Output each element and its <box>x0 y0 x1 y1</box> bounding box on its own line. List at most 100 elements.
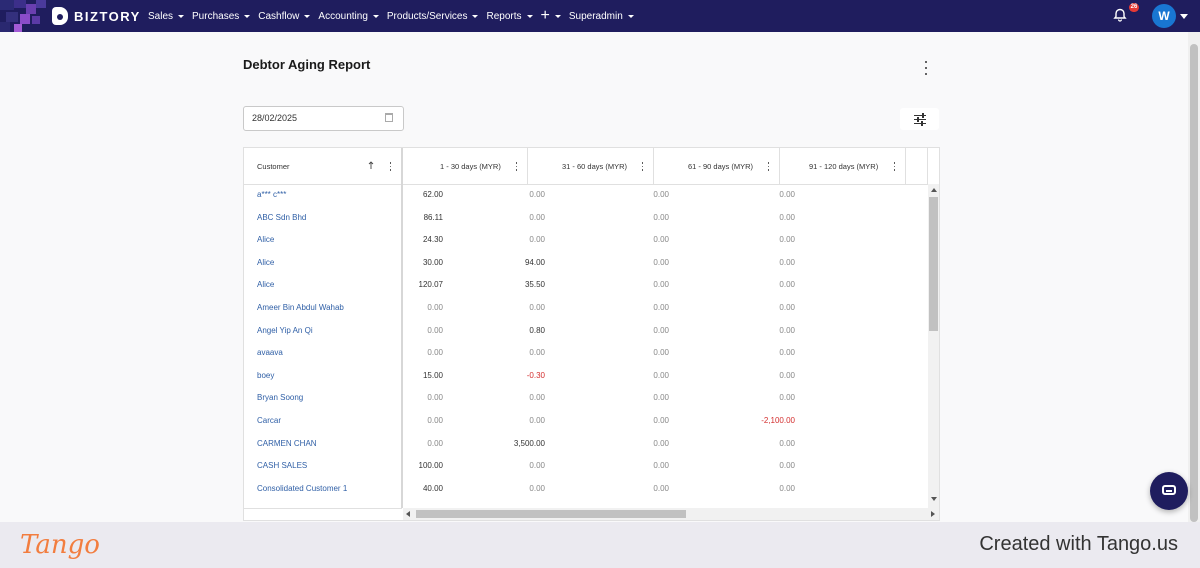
menu-accounting[interactable]: Accounting <box>318 11 379 22</box>
amount-cell: 0.00 <box>653 212 669 222</box>
amount-cell: 0.00 <box>529 212 545 222</box>
amount-cell: 0.00 <box>427 416 443 425</box>
menu-cashflow[interactable]: Cashflow <box>258 11 311 22</box>
amount-cell: 0.00 <box>779 257 795 267</box>
menu-superadmin[interactable]: Superadmin <box>569 11 634 22</box>
grid-horizontal-scrollbar[interactable] <box>403 508 939 520</box>
caret-down-icon <box>244 14 251 18</box>
scroll-right-arrow-icon[interactable] <box>931 511 935 517</box>
calendar-icon[interactable] <box>385 113 393 122</box>
table-row[interactable]: Angel Yip An Qi 0.00 0.80 0.00 0.00 <box>244 320 928 342</box>
column-menu-icon[interactable] <box>767 162 770 171</box>
table-row[interactable]: Alice 120.07 35.50 0.00 0.00 <box>244 274 928 296</box>
customer-link[interactable]: Alice <box>257 257 275 267</box>
grid-vertical-scrollbar[interactable] <box>928 184 939 508</box>
grid-vscroll-thumb[interactable] <box>929 197 938 331</box>
menu-products-services[interactable]: Products/Services <box>387 11 479 22</box>
amount-cell: 40.00 <box>422 483 443 493</box>
amount-cell: 0.00 <box>779 235 795 245</box>
customer-link[interactable]: Consolidated Customer 1 <box>257 483 348 493</box>
scroll-down-arrow-icon[interactable] <box>931 497 937 501</box>
brand-logo[interactable]: BIZTORY <box>52 6 141 26</box>
caret-down-icon <box>554 14 561 18</box>
customer-link[interactable]: Alice <box>257 280 275 290</box>
customer-link[interactable]: Ameer Bin Abdul Wahab <box>257 303 344 312</box>
amount-cell: 35.50 <box>524 280 545 290</box>
amount-cell: 0.00 <box>653 325 669 335</box>
header-customer[interactable]: Customer <box>244 148 402 184</box>
header-31-60-days[interactable]: 31 - 60 days (MYR) <box>527 148 653 184</box>
column-menu-icon[interactable] <box>515 162 518 171</box>
menu-sales-label: Sales <box>148 10 174 22</box>
menu-purchases[interactable]: Purchases <box>192 10 251 22</box>
table-row[interactable]: boey 15.00 -0.30 0.00 0.00 <box>244 365 928 387</box>
user-avatar[interactable]: W <box>1152 4 1176 28</box>
amount-cell: 100.00 <box>418 461 443 471</box>
customer-link[interactable]: ABC Sdn Bhd <box>257 212 307 222</box>
customer-link[interactable]: Alice <box>257 235 275 245</box>
page-title: Debtor Aging Report <box>243 57 371 72</box>
amount-cell: 24.30 <box>422 235 443 245</box>
amount-cell: 0.00 <box>779 348 795 358</box>
menu-quick-add[interactable]: + <box>541 8 561 24</box>
date-picker-field[interactable]: 28/02/2025 <box>243 106 404 131</box>
amount-cell: 0.00 <box>779 438 795 448</box>
amount-cell: 0.00 <box>427 348 443 358</box>
column-settings-button[interactable] <box>900 108 939 130</box>
table-row[interactable]: CARMEN CHAN 0.00 3,500.00 0.00 0.00 <box>244 433 928 455</box>
amount-cell: 0.00 <box>427 393 443 403</box>
caret-down-icon <box>526 14 533 18</box>
amount-cell: -2,100.00 <box>761 416 795 425</box>
caret-down-icon <box>627 14 634 18</box>
table-row[interactable]: Alice 24.30 0.00 0.00 0.00 <box>244 229 928 251</box>
amount-cell: 94.00 <box>524 257 545 267</box>
menu-purchases-label: Purchases <box>192 10 240 22</box>
amount-cell: 0.00 <box>779 393 795 403</box>
table-row[interactable]: avaava 0.00 0.00 0.00 0.00 <box>244 342 928 364</box>
header-61-90-days[interactable]: 61 - 90 days (MYR) <box>653 148 779 184</box>
table-row[interactable]: Ameer Bin Abdul Wahab 0.00 0.00 0.00 0.00 <box>244 297 928 319</box>
amount-cell: 0.00 <box>653 393 669 403</box>
sort-ascending-icon[interactable] <box>368 161 374 170</box>
amount-cell: 0.00 <box>529 393 545 403</box>
customer-link[interactable]: Bryan Soong <box>257 393 304 403</box>
customer-link[interactable]: a*** c*** <box>257 190 287 199</box>
menu-reports[interactable]: Reports <box>486 11 533 22</box>
customer-link[interactable]: boey <box>257 370 275 380</box>
customer-link[interactable]: CASH SALES <box>257 461 308 471</box>
table-row[interactable]: Bryan Soong 0.00 0.00 0.00 0.00 <box>244 387 928 409</box>
table-row[interactable]: Consolidated Customer 1 40.00 0.00 0.00 0.00 <box>244 478 928 500</box>
brand-pixel-graphic <box>0 0 60 32</box>
brand-name: BIZTORY <box>74 8 141 24</box>
amount-cell: 0.00 <box>779 212 795 222</box>
chevron-down-icon[interactable] <box>1180 14 1188 19</box>
customer-link[interactable]: avaava <box>257 348 283 358</box>
bell-icon[interactable] <box>1113 8 1127 22</box>
column-menu-icon[interactable] <box>893 162 896 171</box>
column-menu-icon[interactable] <box>641 162 644 171</box>
menu-sales[interactable]: Sales <box>148 10 185 22</box>
table-row[interactable]: a*** c*** 62.00 0.00 0.00 0.00 <box>244 184 928 206</box>
header-91-120-days[interactable]: 91 - 120 days (MYR) <box>779 148 905 184</box>
amount-cell: 0.00 <box>653 438 669 448</box>
table-row[interactable]: CASH SALES 100.00 0.00 0.00 0.00 <box>244 455 928 477</box>
grid-hscroll-thumb[interactable] <box>416 510 686 518</box>
table-row[interactable]: Alice 30.00 94.00 0.00 0.00 <box>244 252 928 274</box>
column-menu-icon[interactable] <box>389 162 392 171</box>
amount-cell: 0.00 <box>653 483 669 493</box>
amount-cell: 0.00 <box>529 483 545 493</box>
amount-cell: 0.00 <box>779 280 795 290</box>
page-scroll-thumb[interactable] <box>1190 44 1198 522</box>
amount-cell: 86.11 <box>423 212 443 222</box>
scroll-left-arrow-icon[interactable] <box>406 511 410 517</box>
header-1-30-days[interactable]: 1 - 30 days (MYR) <box>402 148 527 184</box>
scroll-up-arrow-icon[interactable] <box>931 188 937 192</box>
customer-link[interactable]: Angel Yip An Qi <box>257 325 313 335</box>
page-scrollbar[interactable] <box>1188 32 1200 522</box>
table-row[interactable]: Carcar 0.00 0.00 0.00 -2,100.00 <box>244 410 928 432</box>
customer-link[interactable]: Carcar <box>257 416 282 425</box>
customer-link[interactable]: CARMEN CHAN <box>257 438 317 448</box>
more-options-icon[interactable] <box>922 61 930 75</box>
table-row[interactable]: ABC Sdn Bhd 86.11 0.00 0.00 0.00 <box>244 207 928 229</box>
chat-support-button[interactable] <box>1150 472 1188 510</box>
